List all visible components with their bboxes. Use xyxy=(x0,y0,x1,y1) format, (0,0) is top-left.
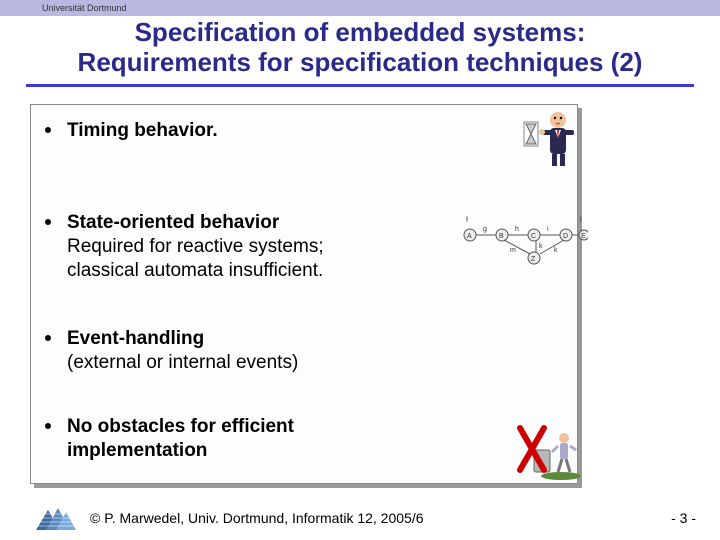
svg-text:D: D xyxy=(563,233,568,240)
svg-text:B: B xyxy=(499,233,504,240)
bullet-3-bold: Event-handling xyxy=(67,328,204,349)
footer-logo-icon xyxy=(36,506,76,530)
bullet-4: No obstacles for efficient implementatio… xyxy=(49,415,294,463)
svg-text:m: m xyxy=(510,247,516,254)
bullet-3-rest: (external or internal events) xyxy=(67,352,298,373)
footer-copyright: © P. Marwedel, Univ. Dortmund, Informati… xyxy=(90,510,424,526)
footer: © P. Marwedel, Univ. Dortmund, Informati… xyxy=(0,508,720,532)
svg-text:g: g xyxy=(483,226,487,233)
title-line-2: Requirements for specification technique… xyxy=(30,48,690,78)
content-box: Timing behavior. State-oriented behavior… xyxy=(30,104,578,484)
bullet-dot-icon xyxy=(45,423,51,429)
bullet-3: Event-handling (external or internal eve… xyxy=(49,327,298,375)
svg-text:C: C xyxy=(531,233,536,240)
svg-text:i: i xyxy=(547,226,549,233)
slide-title: Specification of embedded systems: Requi… xyxy=(0,18,720,78)
svg-text:h: h xyxy=(515,226,519,233)
bullet-2: State-oriented behavior Required for rea… xyxy=(49,211,324,282)
svg-text:Z: Z xyxy=(531,256,536,263)
svg-text:A: A xyxy=(467,233,472,240)
header-affiliation: Universität Dortmund xyxy=(42,3,127,13)
bullet-4-line2: implementation xyxy=(67,440,207,461)
svg-text:k: k xyxy=(539,243,543,250)
automaton-diagram-icon: A B C D E Z g h i m k k f l xyxy=(460,210,588,270)
bullet-dot-icon xyxy=(45,219,51,225)
person-hourglass-icon xyxy=(520,108,580,168)
title-line-1: Specification of embedded systems: xyxy=(30,18,690,48)
header-bar: Universität Dortmund xyxy=(0,0,720,16)
bullet-2-line1: Required for reactive systems; xyxy=(67,236,324,257)
svg-text:k: k xyxy=(554,247,558,254)
svg-text:f: f xyxy=(466,217,468,224)
bullet-1-bold: Timing behavior. xyxy=(67,120,218,141)
bullet-4-line1: No obstacles for efficient xyxy=(67,416,294,437)
obstacle-crossed-icon xyxy=(516,422,586,482)
bullet-dot-icon xyxy=(45,335,51,341)
title-underline xyxy=(26,84,694,87)
footer-page-number: - 3 - xyxy=(671,510,696,526)
bullet-1: Timing behavior. xyxy=(49,119,218,143)
svg-text:E: E xyxy=(581,233,586,240)
bullet-2-bold: State-oriented behavior xyxy=(67,212,279,233)
bullet-dot-icon xyxy=(45,127,51,133)
bullet-2-line2: classical automata insufficient. xyxy=(67,260,323,281)
svg-text:l: l xyxy=(580,217,582,224)
